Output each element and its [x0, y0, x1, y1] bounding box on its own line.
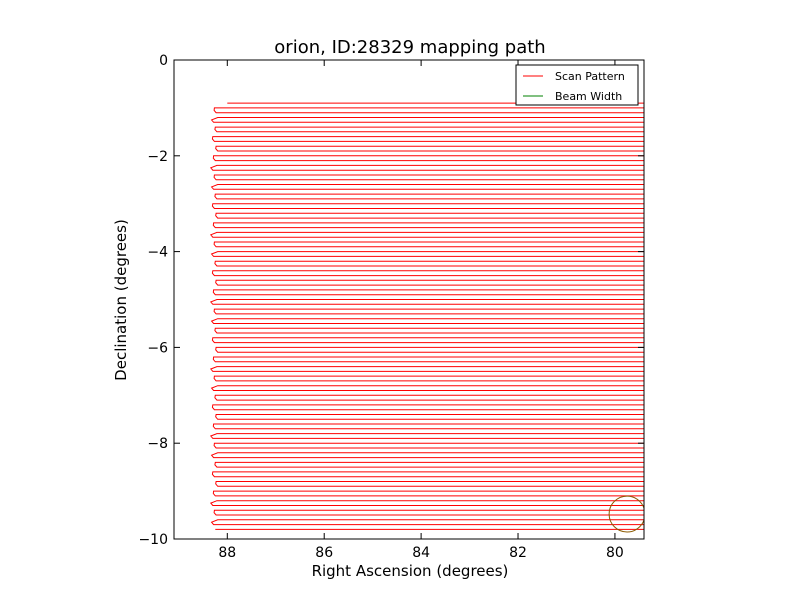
legend: Scan Pattern Beam Width: [515, 64, 639, 106]
x-axis-ticks: 88 86 84 82 80: [218, 60, 624, 561]
x-tick-label: 86: [315, 545, 333, 561]
legend-beam-width-label: Beam Width: [555, 90, 622, 103]
legend-scan-pattern-label: Scan Pattern: [555, 70, 625, 83]
beam-width-circle: [608, 495, 644, 533]
y-tick-label: 0: [159, 53, 168, 69]
x-axis-label: Right Ascension (degrees): [312, 562, 509, 580]
x-tick-label: 84: [412, 545, 430, 561]
x-tick-label: 82: [509, 545, 527, 561]
legend-box: [515, 64, 639, 106]
y-tick-label: −8: [147, 436, 168, 452]
y-axis-ticks: 0 −2 −4 −6 −8 −10: [138, 53, 644, 548]
y-axis-label: Declination (degrees): [112, 219, 130, 381]
chart-title: orion, ID:28329 mapping path: [274, 37, 545, 58]
x-tick-label: 80: [606, 545, 624, 561]
plot-frame: [173, 59, 645, 540]
y-tick-label: −6: [147, 340, 168, 356]
x-tick-label: 88: [218, 545, 236, 561]
y-tick-label: −2: [147, 149, 168, 165]
y-tick-label: −4: [147, 245, 168, 261]
beam-width-series: [608, 495, 644, 533]
y-tick-label: −10: [138, 532, 168, 548]
